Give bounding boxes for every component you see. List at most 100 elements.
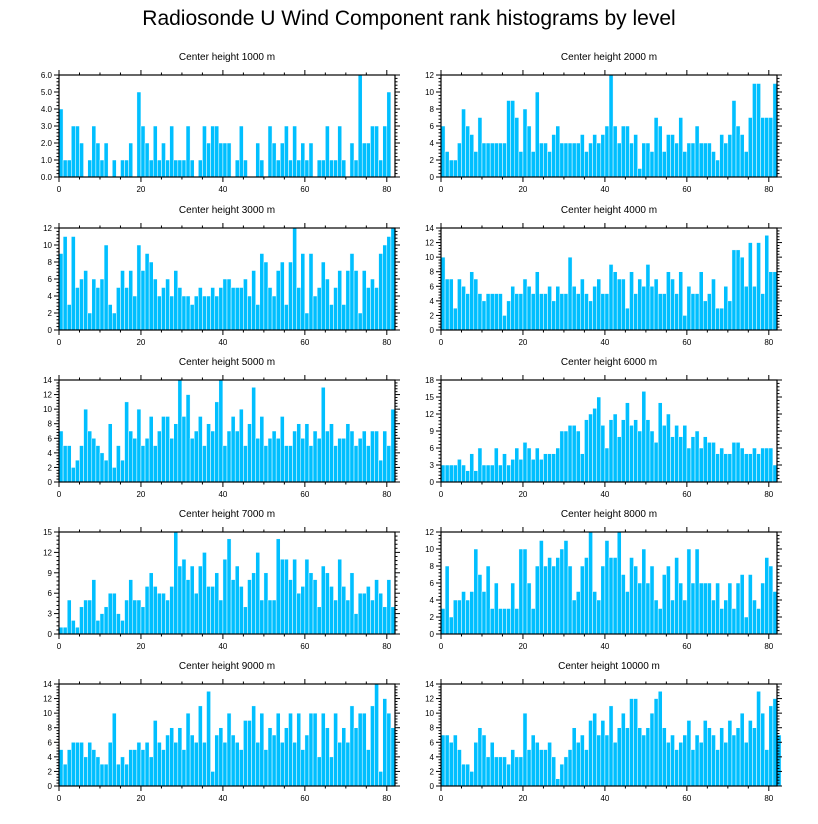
- histogram-bar: [296, 159, 302, 178]
- histogram-bar: [485, 464, 491, 483]
- histogram-bar: [727, 134, 733, 178]
- histogram-bar: [477, 727, 483, 787]
- histogram-bar: [337, 270, 342, 331]
- histogram-bar: [128, 142, 134, 178]
- histogram-bar: [230, 287, 236, 331]
- histogram-bar: [608, 557, 614, 635]
- histogram-bar: [275, 538, 281, 635]
- histogram-bar: [621, 712, 626, 787]
- histogram-bar: [682, 151, 688, 178]
- histogram-bar: [239, 749, 244, 787]
- histogram-bar: [563, 293, 569, 331]
- histogram-bar: [62, 236, 68, 331]
- plot-frame: [58, 683, 396, 787]
- histogram-bar: [345, 742, 351, 787]
- y-tick-label: 0: [430, 326, 435, 335]
- histogram-bar: [760, 712, 765, 787]
- histogram-bar: [206, 142, 211, 178]
- histogram-bar: [768, 565, 774, 635]
- chart-title: Radiosonde U Wind Component rank histogr…: [142, 7, 676, 30]
- histogram-bar: [735, 125, 741, 178]
- histogram-bar: [296, 712, 302, 787]
- histogram-bar: [518, 459, 524, 483]
- histogram-bar: [518, 293, 524, 331]
- histogram-bar: [670, 134, 675, 178]
- histogram-bar: [448, 464, 454, 483]
- histogram-bar: [514, 447, 520, 483]
- histogram-bar: [735, 582, 741, 635]
- histogram-bar: [551, 134, 556, 178]
- histogram-bar: [210, 125, 215, 178]
- y-tick-label: 10: [425, 709, 434, 718]
- y-tick-label: 10: [43, 709, 52, 718]
- histogram-bar: [457, 599, 462, 635]
- histogram-bar: [173, 742, 179, 787]
- histogram-bar: [645, 142, 651, 178]
- histogram-bar: [674, 293, 679, 331]
- histogram-bar: [588, 720, 593, 787]
- histogram-bar: [633, 134, 638, 178]
- histogram-bar: [325, 727, 330, 787]
- y-tick-label: 14: [43, 376, 52, 385]
- histogram-bar: [284, 727, 289, 787]
- histogram-bar: [489, 293, 495, 331]
- x-tick-label: 20: [518, 642, 527, 651]
- histogram-bar: [760, 117, 765, 178]
- x-tick-label: 80: [382, 642, 391, 651]
- histogram-bar: [739, 256, 745, 331]
- histogram-bar: [218, 727, 224, 787]
- histogram-bar: [91, 438, 97, 483]
- histogram-bar: [128, 579, 134, 635]
- histogram-bar: [357, 312, 363, 331]
- histogram-bar: [670, 436, 675, 483]
- histogram-bar: [543, 453, 548, 483]
- histogram-bar: [485, 565, 491, 635]
- histogram-panel: Center height 2000 m 0 2 4 6 8 10 12 0 20 40 60 80: [425, 52, 782, 194]
- y-tick-label: 2: [48, 309, 53, 318]
- histogram-bar: [251, 387, 256, 483]
- histogram-bar: [312, 295, 318, 331]
- histogram-bar: [263, 445, 269, 483]
- histogram-bar: [320, 712, 326, 787]
- histogram-bar: [571, 142, 577, 178]
- histogram-bar: [136, 599, 142, 635]
- histogram-bar: [580, 134, 585, 178]
- histogram-bar: [645, 727, 651, 787]
- histogram-bar: [629, 142, 634, 178]
- histogram-bar: [87, 159, 93, 178]
- histogram-bar: [616, 436, 622, 483]
- x-tick-label: 60: [300, 642, 309, 651]
- histogram-bar: [649, 286, 655, 331]
- histogram-bar: [719, 307, 724, 331]
- histogram-bar: [698, 271, 704, 331]
- x-tick-label: 20: [518, 338, 527, 347]
- histogram-bar: [612, 271, 618, 331]
- histogram-bar: [165, 416, 170, 483]
- histogram-bar: [514, 608, 520, 635]
- histogram-bar: [772, 464, 778, 483]
- histogram-bar: [112, 312, 117, 331]
- x-tick-label: 40: [600, 490, 609, 499]
- histogram-bar: [702, 436, 708, 483]
- histogram-bar: [234, 430, 240, 483]
- histogram-bar: [292, 125, 297, 178]
- histogram-bar: [206, 423, 211, 483]
- x-tick-label: 80: [764, 185, 773, 194]
- histogram-bar: [189, 438, 195, 483]
- y-tick-label: 10: [43, 405, 52, 414]
- histogram-bar: [666, 742, 671, 787]
- histogram-bar: [719, 134, 724, 178]
- histogram-bar: [136, 91, 142, 178]
- histogram-bar: [657, 402, 663, 483]
- histogram-bar: [341, 304, 347, 331]
- y-tick-label: 12: [43, 391, 52, 400]
- histogram-bar: [600, 720, 606, 787]
- histogram-bar: [514, 293, 520, 331]
- histogram-bar: [308, 253, 314, 331]
- y-tick-label: 8: [430, 562, 435, 571]
- histogram-bar: [71, 742, 76, 787]
- histogram-bar: [66, 304, 72, 331]
- histogram-bar: [144, 253, 150, 331]
- x-tick-label: 20: [518, 490, 527, 499]
- histogram-bar: [136, 244, 142, 331]
